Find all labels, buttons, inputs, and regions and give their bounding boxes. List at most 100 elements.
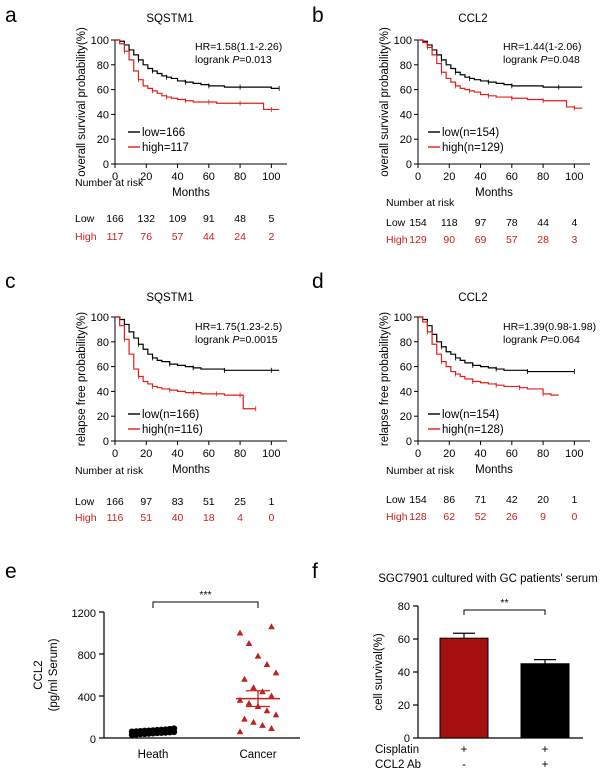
risk-high-value: 90	[443, 234, 455, 246]
treatment-value: +	[461, 744, 468, 756]
km-panel-a: a SQSTM1 0 20 40 60 80 100 0 20 40 60 80 100 Months ove…	[5, 4, 287, 243]
y-tick-label: 80	[97, 337, 109, 349]
y-tick-label: 40	[97, 109, 109, 121]
x-axis-label: Months	[172, 464, 210, 476]
hazard-ratio: HR=1.75(1.23-2.5)	[195, 321, 282, 333]
x-tick-label: 80	[537, 448, 549, 460]
risk-low-value: 71	[475, 494, 487, 506]
x-tick-label: 60	[203, 448, 215, 460]
x-tick-label: 60	[203, 171, 215, 183]
risk-header: Number at risk	[75, 465, 144, 477]
y-tick-label: 20	[398, 700, 410, 712]
risk-high-value: 18	[203, 512, 215, 524]
risk-high-value: 44	[203, 231, 215, 243]
risk-high-value: 2	[268, 231, 274, 243]
logrank-prefix: logrank	[503, 334, 540, 346]
scatter-point-cancer	[259, 721, 266, 728]
x-tick-label: 20	[443, 448, 455, 460]
legend-label: high=117	[142, 142, 189, 154]
legend-label: high(n=128)	[442, 424, 504, 436]
x-axis-label: Months	[475, 464, 513, 476]
x-tick-label: 0	[415, 171, 421, 183]
logrank-prefix: logrank	[503, 54, 540, 66]
risk-low-value: 83	[172, 496, 184, 508]
scatter-point-cancer	[236, 696, 244, 703]
risk-high-value: 57	[172, 231, 184, 243]
risk-low-value: 4	[571, 217, 577, 229]
x-tick-label: 40	[171, 448, 183, 460]
risk-low-value: 154	[409, 494, 427, 506]
x-tick-label: 40	[474, 448, 486, 460]
x-tick-label: 20	[140, 448, 152, 460]
x-axis-label: Months	[172, 187, 210, 199]
x-tick-label: 100	[262, 171, 280, 183]
km-panel-b: b CCL2 0 20 40 60 80 100 0 20 40 60 80 100 Months overa…	[312, 4, 590, 246]
y-tick-label: 80	[400, 337, 412, 349]
treatment-label: CCL2 Ab	[375, 759, 421, 771]
y-tick-label: 100	[394, 312, 412, 324]
risk-low-value: 1	[268, 496, 274, 508]
risk-low-value: 154	[409, 217, 427, 229]
y-axis-label: overall survival probability(%)	[76, 27, 88, 177]
chart-title: CCL2	[458, 13, 487, 25]
scatter-point-cancer	[245, 699, 253, 706]
scatter-point-cancer	[254, 652, 262, 659]
risk-high-value: 52	[475, 511, 487, 523]
p-value: =0.013	[239, 54, 272, 66]
survival-curve-high	[418, 316, 559, 396]
treatment-value: +	[542, 759, 549, 771]
y-tick-label: 20	[400, 134, 412, 146]
x-tick-label: 40	[171, 171, 183, 183]
y-tick-label: 400	[78, 692, 96, 704]
risk-low-value: 5	[268, 213, 274, 225]
x-tick-label: 0	[112, 448, 118, 460]
risk-high-value: 69	[475, 234, 487, 246]
panel-letter: c	[5, 270, 16, 293]
survival-curve-high	[115, 316, 256, 410]
x-tick-label: 0	[415, 448, 421, 460]
survival-curve-low	[115, 316, 280, 371]
hazard-ratio: HR=1.39(0.98-1.98)	[503, 321, 596, 333]
risk-low-label: Low	[75, 213, 95, 225]
risk-low-value: 86	[443, 494, 455, 506]
y-axis-label: relapse free probability(%)	[76, 312, 88, 446]
p-value: =0.064	[547, 334, 580, 346]
y-axis-label-line1: CCL2	[33, 660, 45, 689]
treatment-label: Cisplatin	[375, 744, 419, 756]
significance-bracket	[463, 609, 546, 615]
risk-low-value: 91	[203, 213, 215, 225]
panel-letter: b	[312, 4, 324, 27]
risk-high-label: High	[75, 512, 97, 524]
scatter-point-cancer	[263, 661, 271, 667]
x-tick-label: 80	[537, 171, 549, 183]
p-symbol: P	[540, 334, 547, 346]
risk-low-value: 51	[203, 496, 215, 508]
y-tick-label: 40	[400, 109, 412, 121]
risk-low-value: 44	[537, 217, 549, 229]
hazard-ratio: HR=1.44(1-2.06)	[503, 41, 582, 53]
x-tick-label: 100	[565, 171, 583, 183]
risk-low-value: 118	[441, 217, 458, 229]
y-tick-label: 20	[97, 134, 109, 146]
bar-2	[520, 663, 570, 739]
risk-high-value: 0	[268, 512, 274, 524]
scatter-point-cancer	[268, 692, 275, 699]
y-axis-label: overall survival probability(%)	[379, 27, 391, 177]
y-tick-label: 40	[97, 386, 109, 398]
risk-low-label: Low	[75, 496, 95, 508]
risk-high-value: 28	[537, 234, 549, 246]
y-tick-label: 60	[400, 362, 412, 374]
y-tick-label: 100	[91, 312, 109, 324]
chart-title: SQSTM1	[146, 292, 193, 304]
y-tick-label: 100	[91, 35, 109, 47]
scatter-point-cancer	[272, 711, 280, 718]
scatter-point-cancer	[268, 725, 275, 732]
risk-high-value: 62	[443, 511, 455, 523]
scatter-point-cancer	[272, 669, 280, 676]
y-tick-label: 20	[97, 411, 109, 423]
significance-bracket	[152, 601, 259, 608]
bar-panel-f: f SGC7901 cultured with GC patients' seru…	[312, 560, 598, 771]
risk-low-value: 166	[106, 496, 124, 508]
legend-label: high(n=116)	[142, 424, 203, 436]
y-tick-label: 0	[406, 159, 412, 171]
